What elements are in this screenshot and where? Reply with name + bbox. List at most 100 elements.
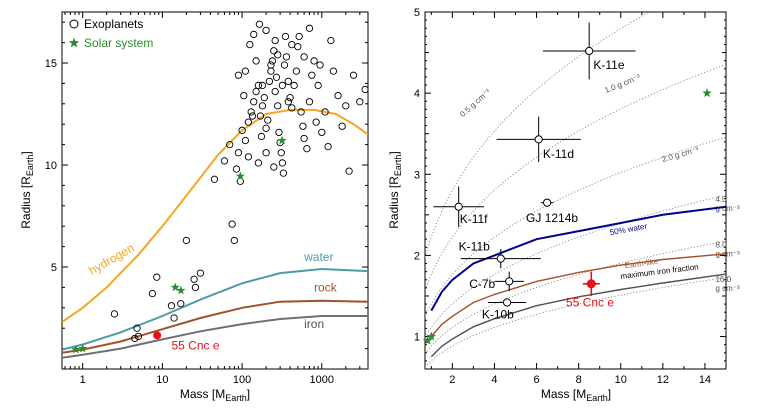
legend-marker-exoplanets [69, 19, 79, 29]
curve-label-rock: rock [314, 280, 338, 294]
x-axis-label: Mass [MEarth] [180, 387, 250, 403]
x-tick-label-right-10: 10 [615, 374, 627, 386]
legend-entry-exoplanets: Exoplanets [84, 17, 143, 31]
exoplanet-point [134, 332, 143, 341]
legend-entry-solar-system: Solar system [84, 36, 153, 50]
exoplanet-point [277, 149, 285, 157]
exoplanet-point [247, 108, 255, 116]
exoplanet-point [268, 57, 277, 65]
exoplanet-point [310, 57, 318, 65]
exoplanet-point [297, 108, 305, 116]
exoplanet-point [338, 122, 346, 130]
x-axis-label-right: Mass [MEarth] [541, 387, 611, 403]
exoplanet-point [153, 273, 161, 281]
exoplanet-point [281, 32, 290, 41]
x-tick-label-100: 100 [233, 374, 251, 386]
y-tick-label-right-5: 5 [414, 7, 420, 19]
exoplanet-point [312, 118, 320, 126]
planet-k-11b [460, 248, 541, 269]
curve-right-maximum-iron-fraction [430, 273, 726, 358]
curve-label-iron: iron [304, 317, 324, 331]
exoplanet-point [305, 24, 314, 32]
exoplanet-point [349, 71, 358, 79]
planet-label-k-11d: K-11d [543, 147, 574, 161]
planet-k-11f [433, 186, 484, 228]
y-tick-label-right-2: 2 [414, 250, 420, 262]
exoplanet-point [244, 153, 253, 161]
exoplanet-point [334, 91, 342, 100]
planet-c-7b [494, 271, 524, 292]
exoplanet-point [170, 314, 178, 322]
exoplanet-point [254, 81, 263, 90]
curve-right-50-water [430, 205, 726, 312]
exoplanet-point [282, 53, 291, 61]
y-tick-label-10: 10 [45, 160, 57, 172]
exoplanet-point [234, 149, 243, 157]
highlight-label: 55 Cnc e [171, 339, 219, 353]
exoplanet-point [300, 134, 308, 143]
exoplanet-point [290, 81, 298, 90]
exoplanet-point [248, 112, 257, 120]
exoplanet-point [314, 81, 322, 90]
y-axis-label-right: Radius [REarth] [387, 151, 403, 229]
exoplanet-point [345, 167, 353, 175]
y-axis-label: Radius [REarth] [19, 151, 35, 229]
highlight-55-cnc-e [582, 271, 600, 296]
exoplanet-point [305, 98, 314, 106]
exoplanet-point [196, 269, 205, 277]
exoplanet-point [274, 51, 282, 59]
planet-k-11d [496, 116, 581, 163]
planet-point [542, 198, 552, 207]
curve-label-water: water [303, 250, 333, 264]
exoplanet-point [299, 122, 307, 130]
density-label-16: 16.0 [715, 275, 731, 284]
exoplanet-point [267, 61, 275, 69]
planet-label-k-11e: K-11e [593, 58, 624, 72]
exoplanet-point [265, 77, 274, 86]
right-plot-frame [424, 11, 727, 370]
exoplanet-point [279, 169, 288, 177]
density-label-16: g cm⁻³ [715, 284, 740, 293]
exoplanet-point [234, 71, 243, 79]
curve-hydrogen [62, 108, 368, 323]
density-label-8: 8.0 [715, 240, 727, 249]
y-tick-label-right-4: 4 [414, 88, 420, 100]
exoplanet-point [272, 73, 281, 81]
exoplanet-point [256, 112, 265, 120]
x-tick-label-right-2: 2 [449, 374, 455, 386]
density-label-8: g cm⁻³ [715, 249, 740, 258]
planet-k-11e [542, 22, 636, 80]
exoplanet-point [270, 47, 278, 55]
planet-point [502, 298, 512, 307]
exoplanet-point [327, 36, 335, 45]
exoplanet-point [258, 81, 267, 90]
y-tick-label-right-1: 1 [414, 332, 420, 344]
left-panel: 1 10 100 1000 5 10 15 hydrogen water rock iron 55 … [19, 11, 369, 403]
solar-system-star-right [426, 331, 437, 341]
exoplanet-point [238, 126, 246, 134]
planet-point [585, 46, 594, 56]
exoplanet-point [300, 53, 308, 61]
exoplanet-point [264, 116, 272, 124]
exoplanet-point [110, 310, 119, 318]
highlight-point-right [586, 279, 596, 289]
solar-system-star [71, 344, 81, 354]
planet-point [534, 135, 543, 144]
planet-label-k-10b: K-10b [482, 308, 514, 322]
exoplanet-point [286, 94, 294, 102]
exoplanet-point [210, 175, 219, 183]
solar-system-star [78, 343, 88, 353]
exoplanet-point [258, 102, 267, 110]
planet-gj-1214b [540, 198, 554, 207]
planet-label-k-11b: K-11b [459, 240, 490, 254]
exoplanet-point [284, 98, 292, 106]
density-label-4: g cm⁻³ [715, 204, 740, 213]
exoplanet-point [250, 98, 258, 106]
density-line-4 [425, 194, 726, 338]
curve-right-earth-like [428, 253, 726, 340]
exoplanet-point [228, 220, 236, 228]
exoplanet-point [230, 236, 239, 245]
density-label-1: 1.0 g cm⁻³ [603, 72, 642, 95]
exoplanet-point [361, 85, 368, 94]
curve-rock [62, 299, 368, 354]
